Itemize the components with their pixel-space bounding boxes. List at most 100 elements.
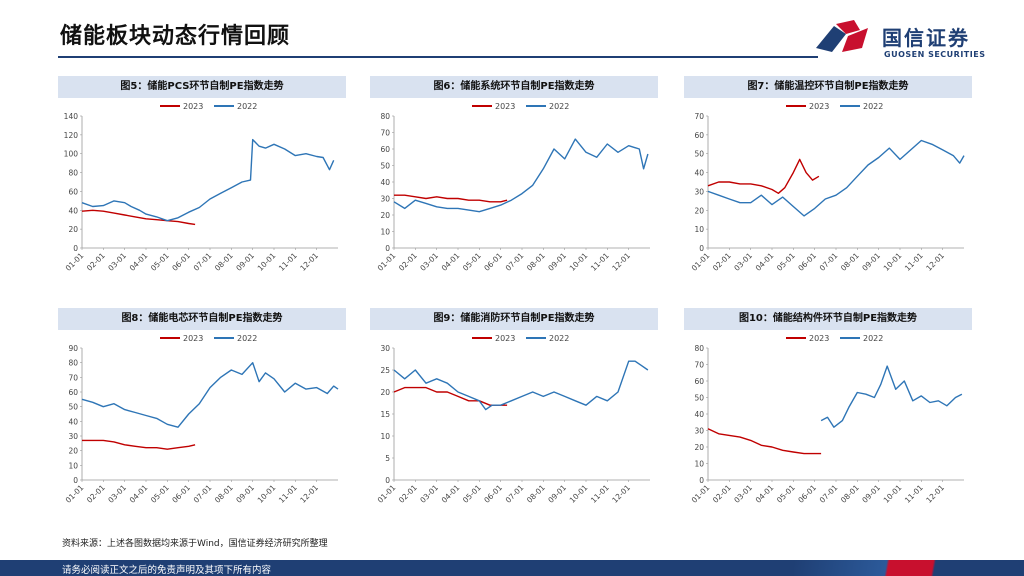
series-line-2022 <box>81 362 339 428</box>
logo-text-cn: 国信证券 <box>882 26 970 50</box>
y-tick-label: 50 <box>694 394 704 403</box>
x-tick-label: 04-01 <box>754 483 776 505</box>
y-tick-label: 20 <box>68 225 78 234</box>
x-tick-label: 01-01 <box>64 251 86 273</box>
x-tick-label: 06-01 <box>796 251 818 273</box>
legend-label-2023: 2023 <box>183 102 203 111</box>
chart-panel-system: 图6：储能系统环节自制PE指数走势 2023 2022 0 10 20 30 40 50 60 7… <box>370 76 658 286</box>
y-tick-label: 10 <box>694 225 704 234</box>
y-tick-label: 20 <box>694 206 704 215</box>
y-tick-label: 40 <box>380 178 390 187</box>
y-tick-label: 20 <box>68 447 78 456</box>
y-tick-label: 30 <box>694 187 704 196</box>
x-tick-label: 12-01 <box>924 483 946 505</box>
x-tick-label: 09-01 <box>234 251 256 273</box>
x-tick-label: 09-01 <box>234 483 256 505</box>
page-title: 储能板块动态行情回顾 <box>60 24 291 49</box>
series-line-2023 <box>393 386 508 406</box>
chart-title: 图9：储能消防环节自制PE指数走势 <box>370 308 658 330</box>
x-tick-label: 06-01 <box>482 483 504 505</box>
x-tick-label: 07-01 <box>504 483 526 505</box>
y-tick-label: 60 <box>694 131 704 140</box>
y-tick-label: 120 <box>64 131 79 140</box>
x-tick-label: 01-01 <box>376 483 398 505</box>
legend-label-2022: 2022 <box>549 102 569 111</box>
y-tick-label: 10 <box>380 432 390 441</box>
x-tick-label: 07-01 <box>504 251 526 273</box>
x-tick-label: 05-01 <box>775 483 797 505</box>
logo-text-en: GUOSEN SECURITIES <box>884 50 986 59</box>
y-tick-label: 10 <box>694 460 704 469</box>
chart-title: 图5：储能PCS环节自制PE指数走势 <box>58 76 346 98</box>
y-tick-label: 70 <box>694 361 704 370</box>
chart-panel-pcs: 图5：储能PCS环节自制PE指数走势 2023 2022 0 20 40 60 80 100 1… <box>58 76 346 286</box>
x-tick-label: 10-01 <box>882 483 904 505</box>
chart-panel-structure: 图10：储能结构件环节自制PE指数走势 2023 2022 0 10 20 30 40 50 6… <box>684 308 972 518</box>
x-tick-label: 08-01 <box>525 483 547 505</box>
y-tick-label: 50 <box>694 150 704 159</box>
x-tick-label: 04-01 <box>128 483 150 505</box>
legend-label-2022: 2022 <box>237 102 257 111</box>
x-tick-label: 04-01 <box>440 483 462 505</box>
legend-label-2023: 2023 <box>809 102 829 111</box>
logo-mark-icon <box>816 20 868 52</box>
x-tick-label: 02-01 <box>85 483 107 505</box>
chart-svg: 2023 2022 0 10 20 30 40 50 60 70 80 90 01-01 02-01 03-… <box>64 334 339 505</box>
chart-svg: 2023 2022 0 10 20 30 40 50 60 70 80 01-01 02-01 03-01… <box>376 102 650 273</box>
x-tick-label: 07-01 <box>192 483 214 505</box>
series-line-2022 <box>81 138 335 222</box>
chart-panel-cell: 图8：储能电芯环节自制PE指数走势 2023 2022 0 10 20 30 40 50 60 7… <box>58 308 346 518</box>
logo: 国信证券 GUOSEN SECURITIES <box>812 18 986 66</box>
x-tick-label: 01-01 <box>690 251 712 273</box>
x-tick-label: 09-01 <box>860 251 882 273</box>
y-tick-label: 80 <box>68 169 78 178</box>
chart-svg: 2023 2022 0 10 20 30 40 50 60 70 80 01-01 02-01 03-01… <box>690 334 964 505</box>
x-tick-label: 10-01 <box>882 251 904 273</box>
y-tick-label: 60 <box>380 145 390 154</box>
y-tick-label: 100 <box>64 150 79 159</box>
y-tick-label: 80 <box>694 344 704 353</box>
x-tick-label: 04-01 <box>754 251 776 273</box>
legend-label-2023: 2023 <box>183 334 203 343</box>
series-line-2023 <box>82 439 196 450</box>
legend-label-2023: 2023 <box>809 334 829 343</box>
x-tick-label: 02-01 <box>397 251 419 273</box>
legend-label-2023: 2023 <box>495 102 515 111</box>
y-tick-label: 60 <box>694 377 704 386</box>
series-line-2022 <box>820 365 963 428</box>
series-line-2022 <box>707 139 965 217</box>
y-tick-label: 5 <box>385 454 390 463</box>
title-rule <box>58 56 818 58</box>
x-tick-label: 04-01 <box>440 251 462 273</box>
series-line-2023 <box>81 209 196 226</box>
y-tick-label: 50 <box>380 162 390 171</box>
y-tick-label: 60 <box>68 187 78 196</box>
series-line-2023 <box>707 428 822 455</box>
chart-panel-fire: 图9：储能消防环节自制PE指数走势 2023 2022 0 5 10 15 20 25 30 01… <box>370 308 658 518</box>
x-tick-label: 06-01 <box>170 483 192 505</box>
x-tick-label: 04-01 <box>128 251 150 273</box>
x-tick-label: 02-01 <box>711 483 733 505</box>
x-tick-label: 08-01 <box>213 251 235 273</box>
legend-label-2022: 2022 <box>549 334 569 343</box>
chart-svg: 2023 2022 0 20 40 60 80 100 120 140 01-01 02-01 03-0… <box>64 102 338 273</box>
y-tick-label: 10 <box>68 461 78 470</box>
y-tick-label: 40 <box>68 206 78 215</box>
y-tick-label: 140 <box>64 112 79 121</box>
legend-label-2022: 2022 <box>863 102 883 111</box>
x-tick-label: 05-01 <box>461 483 483 505</box>
y-tick-label: 15 <box>380 410 390 419</box>
y-tick-label: 40 <box>694 410 704 419</box>
chart-svg: 2023 2022 0 10 20 30 40 50 60 70 01-01 02-01 03-01 04… <box>690 102 965 273</box>
y-tick-label: 80 <box>68 359 78 368</box>
y-tick-label: 90 <box>68 344 78 353</box>
y-tick-label: 60 <box>68 388 78 397</box>
x-tick-label: 06-01 <box>170 251 192 273</box>
x-tick-label: 06-01 <box>482 251 504 273</box>
chart-svg: 2023 2022 0 5 10 15 20 25 30 01-01 02-01 03-01 04-01… <box>376 334 650 505</box>
chart-title: 图6：储能系统环节自制PE指数走势 <box>370 76 658 98</box>
x-tick-label: 07-01 <box>818 251 840 273</box>
legend-label-2023: 2023 <box>495 334 515 343</box>
x-tick-label: 12-01 <box>610 483 632 505</box>
x-tick-label: 12-01 <box>298 483 320 505</box>
